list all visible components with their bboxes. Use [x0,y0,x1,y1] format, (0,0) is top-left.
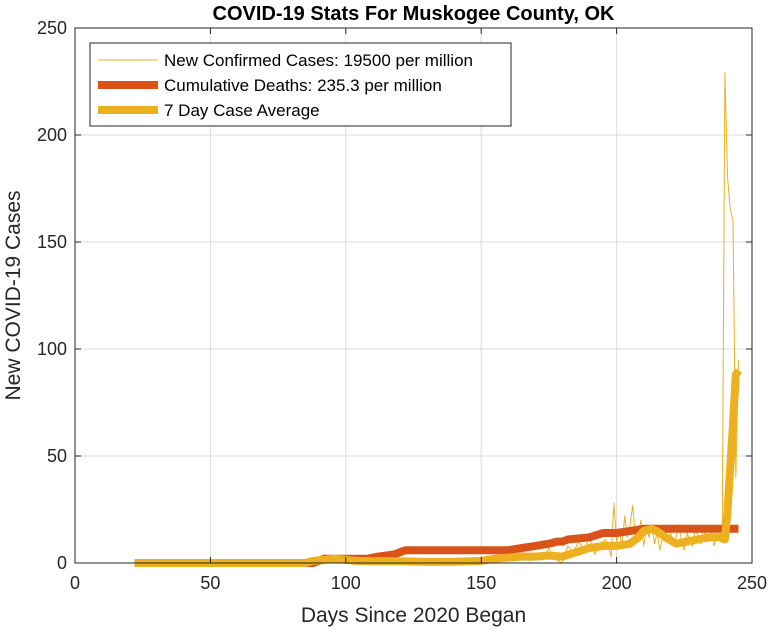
y-tick-label: 50 [47,446,67,466]
x-tick-label: 100 [331,573,361,593]
y-tick-label: 250 [37,18,67,38]
x-tick-label: 50 [200,573,220,593]
y-tick-label: 150 [37,232,67,252]
axis-ticks: 0 50 100 150 200 250 0 50 100 150 200 250 [37,18,767,593]
legend: New Confirmed Cases: 19500 per million C… [89,42,512,127]
plot-frame [74,27,753,564]
x-tick-label: 150 [466,573,496,593]
y-tick-label: 100 [37,339,67,359]
series-7-day-average [134,368,742,567]
x-axis-label: Days Since 2020 Began [301,604,526,627]
series-layer [134,72,742,567]
legend-label-new-cases: New Confirmed Cases: 19500 per million [164,51,473,70]
legend-label-7-day-average: 7 Day Case Average [164,101,320,120]
y-tick-label: 0 [57,553,67,573]
chart-title: COVID-19 Stats For Muskogee County, OK [213,3,615,25]
y-tick-label: 200 [37,125,67,145]
x-tick-label: 0 [70,573,80,593]
y-axis-label: New COVID-19 Cases [2,190,25,400]
legend-label-cumulative-deaths: Cumulative Deaths: 235.3 per million [164,76,442,95]
x-tick-label: 200 [602,573,632,593]
x-tick-label: 250 [737,573,767,593]
legend-box [89,42,512,127]
